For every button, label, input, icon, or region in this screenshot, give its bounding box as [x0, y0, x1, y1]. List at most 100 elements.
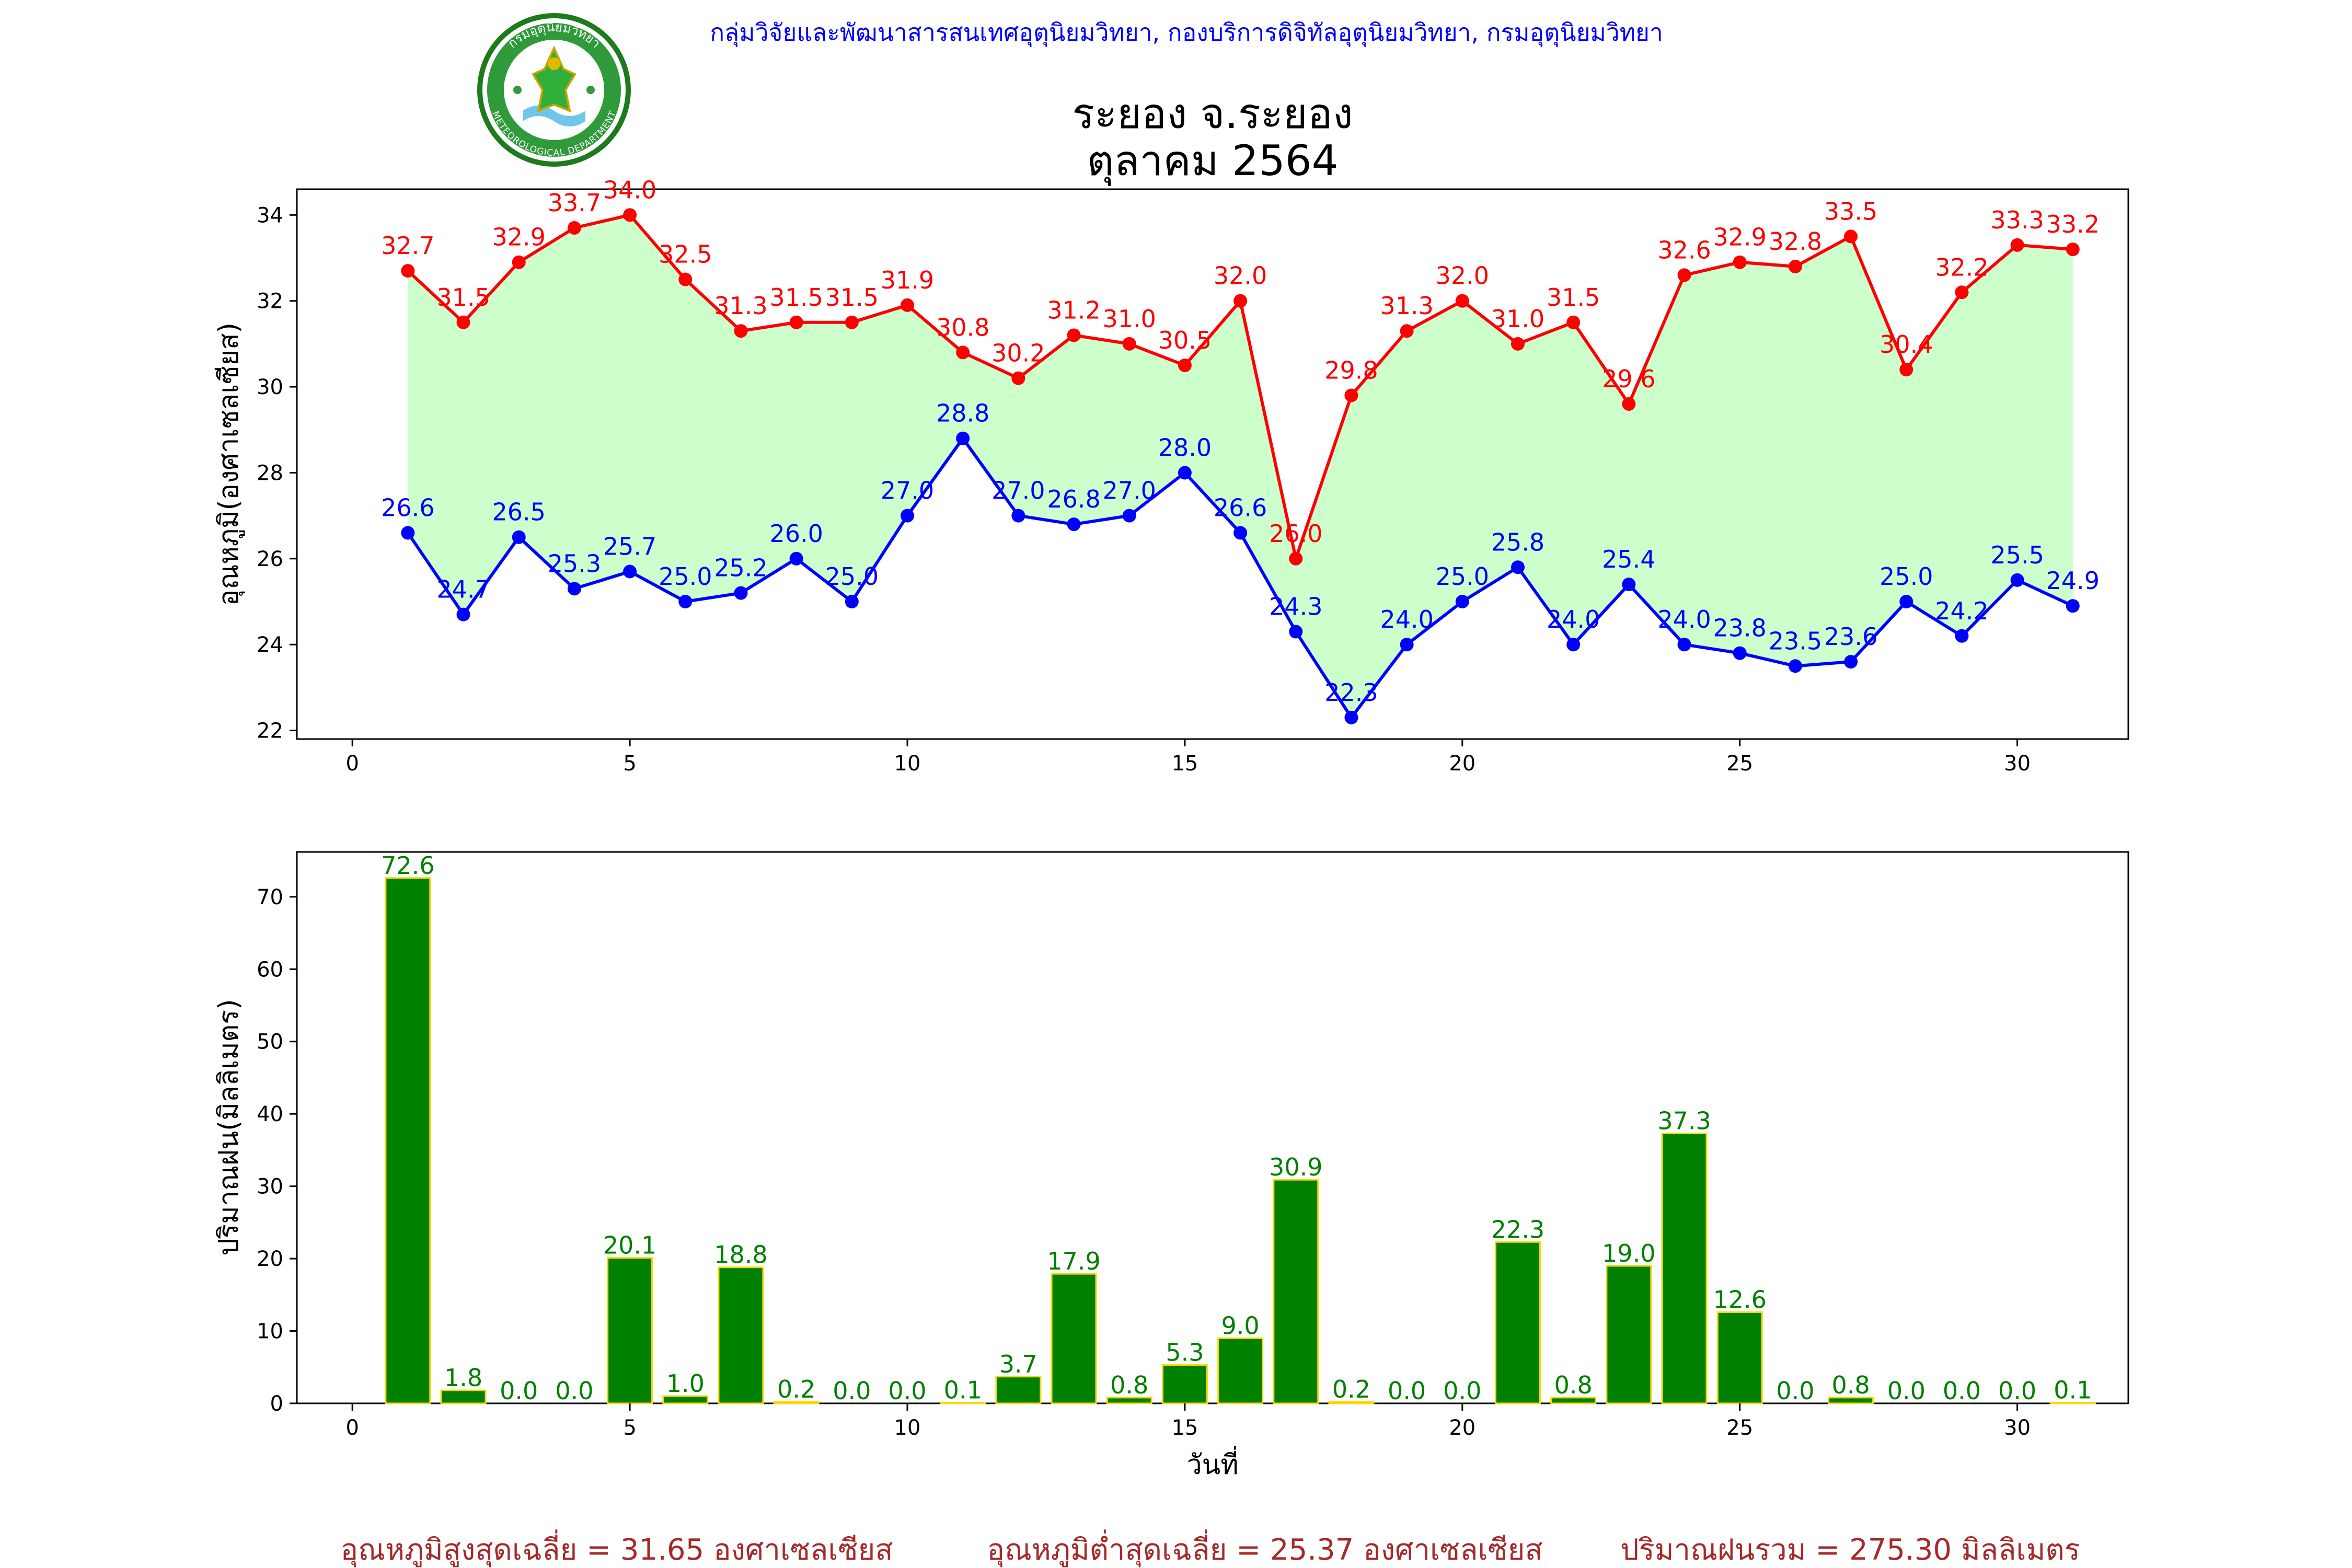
max-temperature-series: 32.731.532.933.7 34.032.531.3 31.5 31.531.9… — [381, 176, 2100, 566]
temperature-y-tick-label: 24 — [257, 633, 283, 657]
max-temperature-point — [1289, 551, 1303, 566]
min-temperature-point — [1844, 655, 1858, 669]
min-temperature-value-label: 22.3 — [1324, 678, 1378, 707]
min-temperature-point — [1067, 517, 1081, 532]
rainfall-bar — [440, 1389, 487, 1404]
temperature-x-tick-label: 25 — [1726, 752, 1753, 776]
max-temperature-point — [2066, 243, 2080, 257]
min-temperature-value-label: 25.0 — [1880, 562, 1933, 591]
max-temperature-point — [1455, 294, 1469, 308]
max-temperature-value-label: 26.0 — [1269, 520, 1322, 548]
rainfall-y-tick-label: 50 — [257, 1030, 283, 1054]
min-temperature-point — [1955, 629, 1969, 643]
rainfall-bar — [1217, 1337, 1264, 1404]
rainfall-bar — [1328, 1401, 1375, 1404]
credit-text: กลุ่มวิจัยและพัฒนาสารสนเทศอุตุนิยมวิทยา,… — [710, 18, 1663, 48]
min-temperature-point — [1511, 560, 1525, 574]
temperature-x-tick-label: 20 — [1449, 752, 1475, 776]
temperature-y-tick-label: 28 — [257, 461, 283, 485]
min-temperature-point — [623, 564, 637, 579]
min-temperature-value-label: 25.8 — [1491, 528, 1544, 556]
max-temperature-point — [1400, 324, 1414, 338]
rainfall-x-tick-label: 10 — [894, 1416, 921, 1440]
rainfall-value-label: 0.2 — [777, 1375, 815, 1403]
min-temperature-value-label: 26.6 — [381, 494, 434, 522]
temperature-y-tick-label: 32 — [257, 290, 283, 314]
max-temperature-point — [734, 324, 748, 338]
min-temperature-value-label: 24.0 — [1657, 605, 1711, 633]
rainfall-value-label: 0.0 — [1388, 1377, 1426, 1405]
max-temperature-point — [1122, 337, 1136, 351]
rainfall-value-label: 0.0 — [1887, 1377, 1926, 1405]
rainfall-y-tick-label: 60 — [257, 958, 283, 982]
temperature-y-tick-label: 22 — [257, 719, 283, 743]
max-temperature-value-label: 31.5 — [1547, 283, 1600, 312]
min-temperature-point — [1788, 659, 1802, 673]
rainfall-y-tick-label: 0 — [270, 1392, 283, 1416]
max-temperature-point — [1788, 259, 1802, 273]
min-temperature-value-label: 24.0 — [1547, 605, 1600, 633]
min-temperature-value-label: 23.6 — [1824, 622, 1877, 651]
max-temperature-point — [1622, 397, 1636, 411]
min-temperature-value-label: 25.0 — [659, 562, 712, 591]
rainfall-value-label: 0.0 — [1443, 1377, 1481, 1405]
max-temperature-point — [901, 298, 914, 312]
min-temperature-value-label: 24.9 — [2046, 567, 2100, 595]
temperature-x-tick-label: 0 — [345, 752, 359, 776]
min-temperature-point — [789, 551, 803, 566]
max-temperature-point — [789, 315, 803, 329]
chart-title-line2: ตุลาคม 2564 — [1087, 136, 1338, 186]
max-temperature-value-label: 29.8 — [1324, 356, 1378, 385]
max-temperature-value-label: 31.3 — [1380, 292, 1433, 320]
min-temperature-value-label: 26.6 — [1214, 494, 1267, 522]
rainfall-bar — [1106, 1397, 1152, 1404]
rainfall-value-label: 0.8 — [1554, 1371, 1593, 1399]
avg-max-summary: อุณหภูมิสูงสุดเฉลี่ย = 31.65 องศาเซลเซีย… — [340, 1529, 893, 1567]
min-temperature-point — [456, 607, 470, 621]
rainfall-y-axis-label: ปริมาณฝน(มิลลิเมตร) — [213, 999, 245, 1255]
min-temperature-point — [1178, 466, 1192, 480]
max-temperature-value-label: 32.0 — [1436, 262, 1489, 290]
rainfall-value-label: 0.1 — [944, 1376, 982, 1404]
rainfall-value-label: 17.9 — [1047, 1247, 1100, 1275]
temperature-y-tick-label: 26 — [257, 547, 283, 571]
rainfall-bar — [1828, 1397, 1874, 1404]
rainfall-value-label: 30.9 — [1269, 1153, 1322, 1181]
max-temperature-point — [1067, 328, 1081, 342]
avg-min-summary: อุณหภูมิต่ำสุดเฉลี่ย = 25.37 องศาเซลเซีย… — [987, 1529, 1542, 1567]
rainfall-bar — [1161, 1364, 1208, 1404]
rainfall-value-label: 12.6 — [1713, 1286, 1767, 1314]
rainfall-x-tick-label: 25 — [1726, 1416, 1753, 1440]
max-temperature-value-label: 30.8 — [936, 313, 989, 341]
temperature-y-axis-label: อุณหภูมิ(องศาเซลเซียส) — [213, 322, 245, 606]
rainfall-y-tick-label: 10 — [257, 1320, 283, 1344]
rainfall-y-tick-label: 30 — [257, 1175, 283, 1199]
min-temperature-point — [512, 530, 526, 544]
min-temperature-value-label: 24.0 — [1380, 605, 1433, 633]
min-temperature-point — [1011, 509, 1025, 523]
min-temperature-point — [2010, 573, 2024, 587]
min-temperature-value-label: 23.5 — [1769, 627, 1822, 655]
max-temperature-value-label: 31.5 — [769, 283, 823, 312]
min-temperature-point — [956, 431, 970, 445]
rainfall-value-label: 22.3 — [1491, 1215, 1544, 1243]
max-temperature-value-label: 32.8 — [1769, 227, 1822, 256]
min-temperature-series: 26.624.726.525.325.725.0 25.226.025.027.0… — [381, 399, 2100, 724]
max-temperature-value-label: 31.5 — [436, 283, 490, 312]
rainfall-x-tick-label: 0 — [345, 1416, 359, 1440]
rainfall-bar — [1495, 1241, 1541, 1404]
rainfall-value-label: 72.6 — [381, 851, 434, 880]
rainfall-bar — [607, 1257, 653, 1404]
min-temperature-point — [401, 526, 415, 540]
rainfall-value-label: 0.1 — [2054, 1376, 2092, 1404]
min-temperature-point — [1455, 595, 1469, 608]
rainfall-panel: 72.6 1.8 0.0 0.0 20.1 1.0 18.8 0.2 0.0 0.0 0.1 3.7 1… — [213, 851, 2129, 1481]
rainfall-bar — [385, 877, 431, 1404]
rainfall-bar — [718, 1266, 764, 1404]
min-temperature-value-label: 28.0 — [1158, 433, 1212, 462]
temperature-y-tick-label: 30 — [257, 375, 283, 399]
max-temperature-point — [401, 264, 415, 278]
max-temperature-point — [845, 315, 859, 329]
max-temperature-value-label: 32.5 — [659, 240, 712, 269]
